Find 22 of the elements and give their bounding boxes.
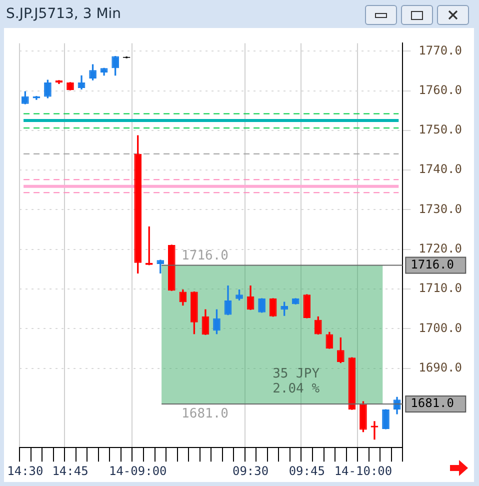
y-tick-label: 1760.0 bbox=[418, 82, 462, 97]
y-tick-label: 1750.0 bbox=[418, 122, 462, 137]
y-tick-label: 1770.0 bbox=[418, 43, 462, 58]
y-tick-label: 1740.0 bbox=[418, 162, 462, 176]
chart-title: S.JP.J5713, 3 Min bbox=[6, 6, 122, 22]
annotation: 1681.0 bbox=[182, 406, 229, 422]
y-tick-label: 1710.0 bbox=[418, 281, 462, 296]
text: 1681.0 bbox=[410, 396, 454, 410]
x-tick-label: 14:30 bbox=[7, 464, 44, 478]
y-tick-label: 1690.0 bbox=[418, 360, 462, 374]
annotation: 35 JPY bbox=[272, 366, 320, 382]
x-tick-label: 14-10:00 bbox=[334, 464, 392, 478]
x-tick-label: 14-09:00 bbox=[108, 464, 167, 478]
x-tick-label: 09:45 bbox=[288, 464, 325, 478]
x-tick-label: 09:30 bbox=[232, 464, 269, 478]
y-tick-label: 1700.0 bbox=[418, 320, 462, 335]
text: 1716.0 bbox=[410, 257, 454, 272]
annotation: 1716.0 bbox=[182, 248, 229, 264]
x-tick-label: 14:45 bbox=[52, 464, 88, 478]
annotation: 2.04 % bbox=[272, 381, 320, 396]
y-tick-label: 1730.0 bbox=[418, 202, 462, 216]
y-tick-label: 1720.0 bbox=[418, 241, 462, 256]
